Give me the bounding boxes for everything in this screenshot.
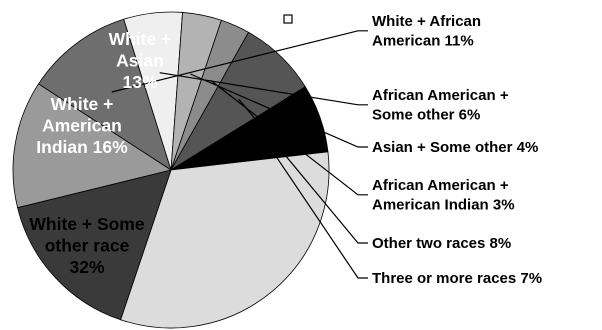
slice-label: White + Asian 13% <box>109 29 172 92</box>
leader-line <box>159 72 368 106</box>
leader-line <box>210 80 368 196</box>
slice-label: African American + American Indian 3% <box>372 177 515 214</box>
slice-labels: White + African American 11% African Ameri… <box>29 13 542 287</box>
slice-label: Asian + Some other 4% <box>372 139 538 156</box>
pie-slices <box>12 11 330 329</box>
pie-slice <box>120 151 330 329</box>
slice-label: White + African American 11% <box>372 13 481 50</box>
leader-line <box>190 73 368 148</box>
pie-slice <box>12 83 172 209</box>
slice-label: White + American Indian 16% <box>36 94 128 157</box>
pie-slice <box>17 169 172 321</box>
pie-slice <box>37 18 172 171</box>
slice-label: White + Some other race 32% <box>29 214 144 277</box>
slice-label: Three or more races 7% <box>372 270 542 287</box>
leader-line <box>263 137 368 279</box>
leader-lines <box>111 30 368 279</box>
leader-line <box>111 30 368 93</box>
square-marker-icon <box>283 14 293 24</box>
leader-line <box>238 98 368 244</box>
slice-label: Other two races 8% <box>372 235 511 252</box>
slice-label: African American + Some other 6% <box>372 87 509 124</box>
